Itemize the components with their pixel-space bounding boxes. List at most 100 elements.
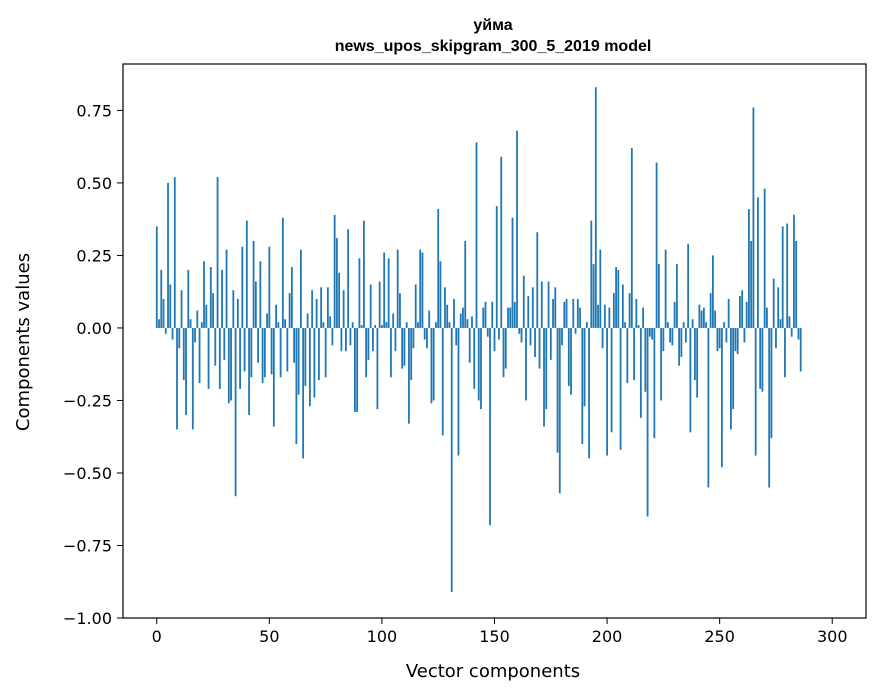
bar — [621, 284, 624, 328]
bar — [563, 301, 566, 328]
y-tick-label: −0.75 — [63, 536, 112, 555]
bar — [538, 327, 541, 369]
bar-series — [155, 87, 802, 592]
bar — [570, 327, 572, 395]
bar — [646, 327, 649, 517]
bar — [381, 325, 383, 328]
x-axis-label: Vector components — [406, 661, 580, 682]
y-tick-label: 0.50 — [76, 174, 112, 193]
bar — [633, 327, 635, 381]
y-tick-label: −0.25 — [63, 391, 112, 410]
bar — [480, 327, 482, 410]
bar — [439, 261, 442, 328]
bar — [209, 267, 212, 328]
bar — [684, 327, 687, 343]
bar — [662, 327, 665, 352]
bar — [610, 327, 613, 433]
bar — [263, 327, 266, 378]
bar — [248, 327, 250, 415]
bar — [216, 177, 219, 328]
bar — [527, 296, 530, 328]
bar — [354, 327, 356, 413]
bar — [678, 327, 681, 366]
bar — [466, 319, 469, 328]
y-tick-label: 0.00 — [76, 319, 112, 338]
bar — [552, 298, 554, 328]
bar — [448, 322, 451, 328]
bar — [624, 322, 626, 328]
bar — [394, 327, 397, 352]
bar — [597, 304, 599, 328]
bar — [160, 269, 163, 328]
bar — [356, 327, 359, 413]
bar — [768, 327, 771, 488]
bar — [520, 327, 523, 343]
bar — [779, 319, 782, 328]
bar — [691, 319, 694, 328]
bar — [734, 327, 737, 352]
x-tick-label: 100 — [367, 627, 398, 646]
bar — [601, 327, 604, 349]
bar — [385, 322, 388, 328]
bar — [196, 310, 199, 328]
bar — [392, 313, 395, 328]
bar — [567, 327, 570, 386]
bar — [707, 327, 710, 488]
bar — [606, 327, 608, 456]
bar — [405, 322, 408, 328]
bar — [549, 327, 552, 360]
bar — [275, 304, 277, 328]
x-tick-label: 300 — [817, 627, 848, 646]
bar — [576, 298, 579, 328]
bar — [176, 327, 178, 430]
bar — [489, 327, 491, 526]
bar — [592, 264, 595, 328]
bar — [322, 322, 325, 328]
bar — [730, 327, 732, 430]
bar — [554, 287, 557, 328]
bar — [574, 327, 577, 334]
bar — [653, 327, 656, 439]
bar — [594, 87, 597, 328]
bar — [324, 327, 327, 378]
bar — [376, 327, 379, 410]
bar — [241, 246, 244, 328]
bar — [763, 188, 766, 328]
bar — [446, 304, 449, 328]
bar — [284, 319, 287, 328]
bar — [705, 322, 708, 328]
x-tick-label: 250 — [704, 627, 735, 646]
bar — [223, 327, 226, 360]
bar — [536, 232, 539, 328]
bar — [428, 310, 431, 328]
bar — [556, 327, 559, 453]
bar — [666, 322, 669, 328]
bar — [718, 327, 721, 349]
bar — [214, 327, 217, 366]
y-axis-label: Components values — [13, 253, 34, 431]
bar — [444, 287, 446, 328]
bar — [164, 327, 167, 334]
bar — [423, 327, 426, 340]
bar — [504, 327, 507, 369]
bar — [462, 307, 464, 328]
bar — [450, 327, 453, 592]
bar — [698, 304, 701, 328]
bar — [696, 327, 699, 398]
bar — [680, 327, 683, 357]
bar — [455, 327, 458, 346]
bar — [799, 327, 802, 372]
bar — [797, 327, 800, 340]
bar — [351, 322, 354, 328]
bar — [304, 327, 307, 386]
bar — [277, 322, 280, 328]
bar — [651, 327, 654, 340]
y-tick-label: −1.00 — [63, 609, 112, 628]
bar — [259, 261, 262, 328]
bar — [583, 327, 586, 407]
bar — [669, 327, 672, 343]
chart-title: уйма — [473, 17, 512, 34]
bar — [363, 220, 365, 328]
bar — [383, 252, 386, 328]
